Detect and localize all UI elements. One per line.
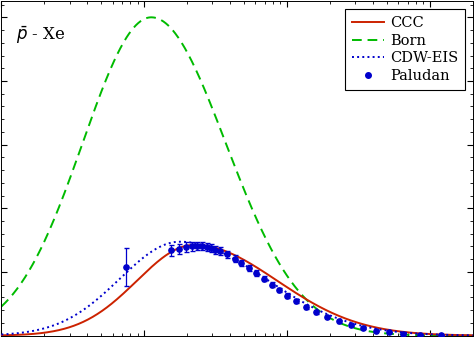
Text: $\bar{p}$ - Xe: $\bar{p}$ - Xe	[16, 25, 65, 46]
Legend: CCC, Born, CDW-EIS, Paludan: CCC, Born, CDW-EIS, Paludan	[345, 9, 465, 90]
